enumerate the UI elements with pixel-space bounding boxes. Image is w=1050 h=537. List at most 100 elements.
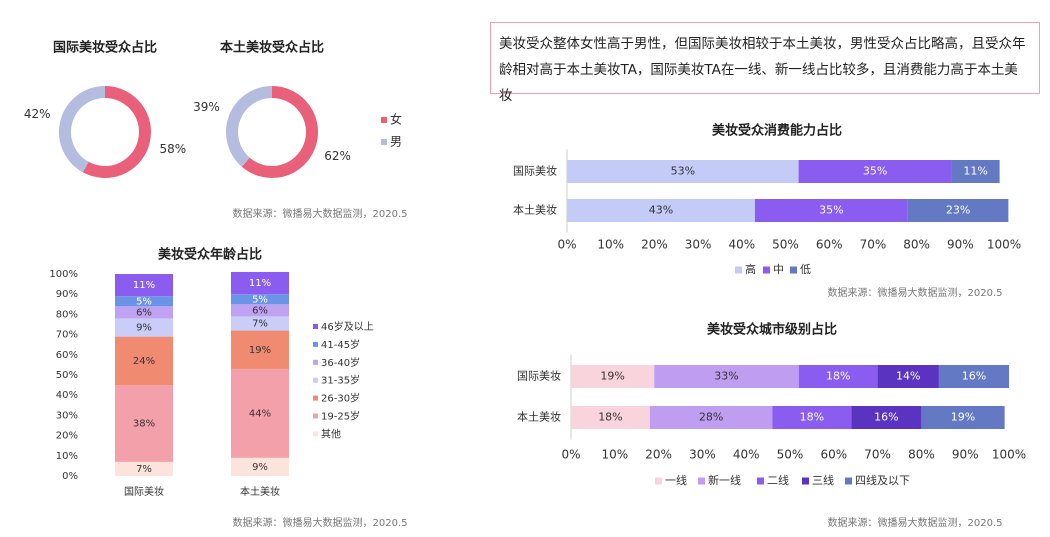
data-label: 44% [249,408,271,419]
bar-segment [649,406,773,429]
bar-segment [921,406,1005,429]
bar-segment [115,336,173,386]
chart-title: 本土美妆受众占比 [220,40,324,56]
x-tick-label: 80% [903,238,930,252]
chart-title: 美妆受众消费能力占比 [712,123,842,139]
legend-swatch [790,266,797,274]
x-tick-label: 30% [689,448,716,462]
bar-segment [231,316,289,331]
x-tick-label: 80% [908,448,935,462]
y-tick-label: 90% [56,289,78,300]
data-label: 18% [826,370,850,383]
data-label: 7% [136,464,152,475]
bar-segment [798,160,952,183]
y-tick-label: 本土美妆 [517,410,561,424]
legend-swatch [802,477,809,485]
y-tick-label: 本土美妆 [513,203,557,217]
legend-swatch [845,477,852,485]
legend-label: 31-35岁 [321,374,360,387]
data-label: 43% [649,204,673,217]
bar-segment [571,406,650,429]
y-tick-label: 20% [56,431,78,442]
legend-swatch [381,139,387,145]
x-tick-label: 40% [728,238,755,252]
x-tick-label: 20% [641,238,668,252]
legend-label: 19-25岁 [321,410,360,423]
data-label: 9% [136,323,152,334]
chart-title: 美妆受众城市级别占比 [707,322,837,338]
x-tick-label: 30% [685,238,712,252]
data-label: 11% [133,280,155,291]
x-tick-label: 10% [601,448,628,462]
bar-segment [851,406,922,429]
data-label: 39% [193,100,220,114]
x-tick-label: 100% [987,238,1021,252]
data-label: 11% [249,278,271,289]
y-tick-label: 80% [56,309,78,320]
legend-label: 其他 [321,427,341,440]
chart-title: 国际美妆受众占比 [53,40,157,56]
bar-segment [877,365,939,388]
data-source: 数据来源：微播易大数据监测，2020.5 [828,516,1003,529]
bar-segment [571,365,655,388]
legend-label: 高 [745,262,756,276]
legend-swatch [763,266,770,274]
legend-label: 男 [390,135,402,149]
data-label: 6% [252,305,268,316]
donut-segment [59,86,106,173]
y-tick-label: 30% [56,410,78,421]
bar-segment [772,406,852,429]
data-label: 16% [874,411,898,424]
x-tick-label: 90% [947,238,974,252]
x-tick-label: 60% [816,238,843,252]
x-tick-label: 40% [733,448,760,462]
bar-segment [231,304,289,317]
legend-swatch [313,377,318,383]
data-label: 35% [819,204,843,217]
data-label: 7% [252,318,268,329]
legend-swatch [313,359,318,365]
y-tick-label: 100% [49,269,78,280]
legend-swatch [381,117,387,123]
x-tick-label: 50% [772,238,799,252]
x-tick-label: 100% [992,448,1026,462]
data-label: 19% [951,411,975,424]
bar-segment [231,457,289,476]
bar-segment [754,199,908,222]
data-source: 数据来源：微播易大数据监测，2020.5 [233,207,408,220]
bar-segment [798,365,878,388]
data-label: 53% [671,165,695,178]
data-label: 58% [159,142,186,156]
data-label: 18% [800,411,824,424]
bar-segment [567,199,755,222]
bar-segment [115,296,173,307]
x-tick-label: 0% [561,448,580,462]
legend-label: 二线 [767,473,789,487]
legend-label: 四线及以下 [855,473,910,487]
x-tick-label: 90% [952,448,979,462]
data-label: 38% [133,418,155,429]
bar-segment [231,294,289,305]
data-label: 42% [24,107,51,121]
data-source: 数据来源：微播易大数据监测，2020.5 [828,286,1003,299]
legend-label: 低 [800,263,811,276]
y-tick-label: 0% [62,471,78,482]
data-label: 5% [252,294,268,305]
bar-segment [115,461,173,476]
bar-segment [115,318,173,337]
x-tick-label: 50% [777,448,804,462]
y-tick-label: 国际美妆 [517,370,561,383]
data-label: 24% [133,356,155,367]
data-source: 数据来源：微播易大数据监测，2020.5 [233,516,408,529]
data-label: 18% [598,411,622,424]
data-label: 62% [324,149,351,163]
legend-label: 26-30岁 [321,392,360,405]
donut-segment [82,86,151,178]
y-tick-label: 60% [56,350,78,361]
data-label: 6% [136,307,152,318]
data-label: 16% [962,370,986,383]
legend-label: 三线 [812,473,834,487]
data-label: 19% [600,370,624,383]
